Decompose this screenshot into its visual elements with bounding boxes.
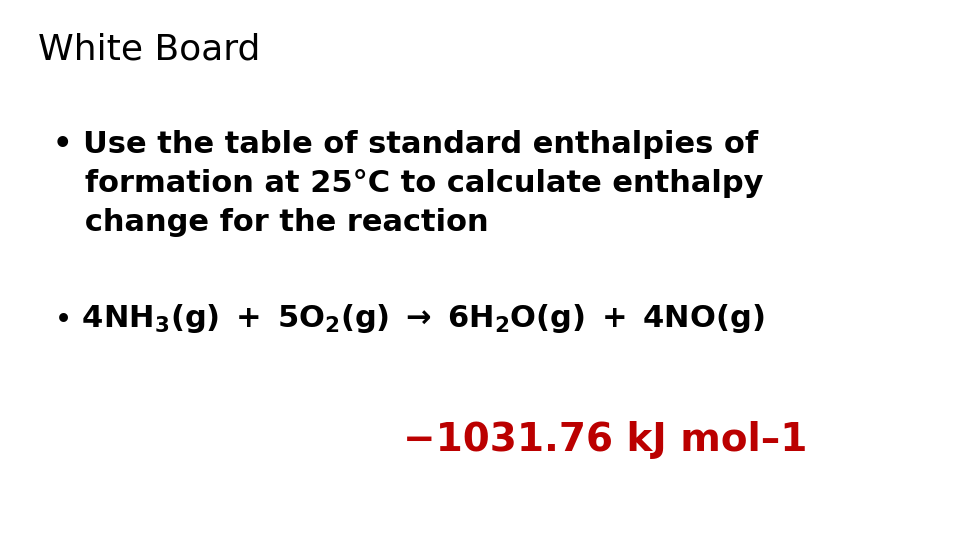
Text: White Board: White Board [38, 32, 261, 66]
Text: $\bullet$ $\mathbf{4NH_3(g)\ +\ 5O_2(g)\ \rightarrow\ 6H_2O(g)\ +\ 4NO(g)}$: $\bullet$ $\mathbf{4NH_3(g)\ +\ 5O_2(g)\… [53, 302, 764, 335]
Text: • Use the table of standard enthalpies of
   formation at 25°C to calculate enth: • Use the table of standard enthalpies o… [53, 130, 763, 237]
Text: −1031.76 kJ mol–1: −1031.76 kJ mol–1 [403, 421, 807, 459]
